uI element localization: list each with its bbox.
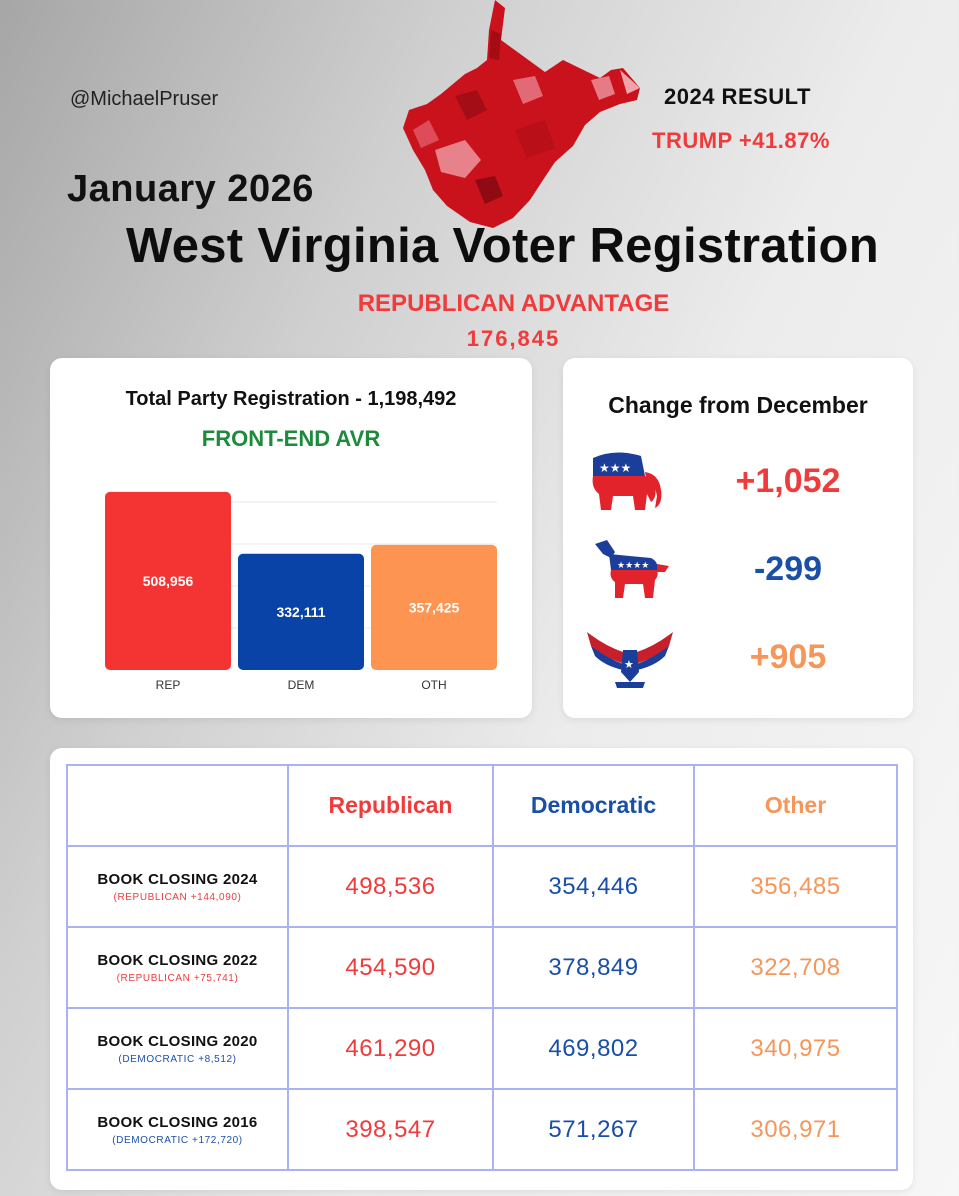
category-label: REP (156, 678, 181, 692)
row-title: BOOK CLOSING 2020 (97, 1032, 258, 1050)
row-title: BOOK CLOSING 2022 (97, 951, 258, 969)
page-title: West Virginia Voter Registration (126, 219, 879, 273)
header-other: Other (693, 764, 898, 847)
row-label: BOOK CLOSING 2024 (REPUBLICAN +144,090) (66, 845, 289, 928)
bar-value-label: 357,425 (409, 599, 460, 615)
cell-republican: 461,290 (287, 1007, 494, 1090)
svg-text:★: ★ (624, 658, 634, 671)
table-header-row: Republican Democratic Other (66, 764, 898, 847)
bar-value-label: 332,111 (276, 604, 325, 620)
svg-text:★★★★: ★★★★ (617, 561, 649, 571)
cell-other: 340,975 (693, 1007, 898, 1090)
cell-other: 356,485 (693, 845, 898, 928)
header-empty (66, 764, 289, 847)
cell-other: 322,708 (693, 926, 898, 1009)
west-virginia-map (403, 0, 640, 228)
eagle-icon: ★ (587, 632, 673, 688)
change-value-other: +905 (749, 638, 827, 676)
chart-subtitle: FRONT-END AVR (201, 426, 381, 451)
table-row: BOOK CLOSING 2016 (DEMOCRATIC +172,720) … (66, 1088, 898, 1171)
row-margin: (DEMOCRATIC +172,720) (112, 1134, 243, 1146)
row-margin: (REPUBLICAN +75,741) (116, 972, 239, 984)
table-row: BOOK CLOSING 2024 (REPUBLICAN +144,090) … (66, 845, 898, 928)
row-label: BOOK CLOSING 2022 (REPUBLICAN +75,741) (66, 926, 289, 1009)
cell-republican: 398,547 (287, 1088, 494, 1171)
registration-table: Republican Democratic Other BOOK CLOSING… (66, 764, 898, 1171)
bar-oth (371, 544, 497, 670)
change-title: Change from December (608, 392, 868, 418)
svg-text:★★★: ★★★ (599, 461, 631, 475)
header-democratic: Democratic (492, 764, 695, 847)
header-republican: Republican (287, 764, 494, 847)
row-margin: (REPUBLICAN +144,090) (113, 891, 242, 903)
cell-other: 306,971 (693, 1088, 898, 1171)
change-value-republican: +1,052 (735, 462, 841, 500)
row-label: BOOK CLOSING 2016 (DEMOCRATIC +172,720) (66, 1088, 289, 1171)
row-title: BOOK CLOSING 2016 (97, 1113, 258, 1131)
cell-democratic: 354,446 (492, 845, 695, 928)
month-heading: January 2026 (67, 168, 314, 210)
republican-elephant-icon: ★★★ (592, 452, 662, 510)
democratic-donkey-icon: ★★★★ (595, 540, 669, 598)
registration-table-card: Republican Democratic Other BOOK CLOSING… (50, 748, 913, 1190)
change-row-democratic: ★★★★ -299 (563, 536, 913, 616)
row-margin: (DEMOCRATIC +8,512) (118, 1053, 237, 1065)
change-card: Change from December ★★★ +1,052 ★★★★ -29… (563, 358, 913, 718)
advantage-label: REPUBLICAN ADVANTAGE (357, 290, 670, 317)
cell-democratic: 378,849 (492, 926, 695, 1009)
bar-rep (105, 491, 231, 670)
chart-title: Total Party Registration - 1,198,492 (125, 388, 457, 410)
cell-democratic: 469,802 (492, 1007, 695, 1090)
result-value: TRUMP +41.87% (652, 128, 830, 153)
bar-value-label: 508,956 (143, 573, 194, 589)
category-label: DEM (288, 678, 315, 692)
advantage-value: 176,845 (466, 326, 561, 351)
table-row: BOOK CLOSING 2022 (REPUBLICAN +75,741) 4… (66, 926, 898, 1009)
cell-democratic: 571,267 (492, 1088, 695, 1171)
change-row-other: ★ +905 (563, 624, 913, 704)
bar-dem (238, 553, 364, 670)
registration-chart-card: Total Party Registration - 1,198,492 FRO… (50, 358, 532, 718)
row-title: BOOK CLOSING 2024 (97, 870, 258, 888)
result-label: 2024 RESULT (664, 84, 811, 109)
row-label: BOOK CLOSING 2020 (DEMOCRATIC +8,512) (66, 1007, 289, 1090)
change-value-democratic: -299 (753, 550, 823, 588)
category-label: OTH (421, 678, 446, 692)
change-row-republican: ★★★ +1,052 (563, 448, 913, 528)
cell-republican: 498,536 (287, 845, 494, 928)
cell-republican: 454,590 (287, 926, 494, 1009)
bar-chart: 508,956 REP 332,111 DEM 357,425 OTH (105, 491, 497, 692)
table-row: BOOK CLOSING 2020 (DEMOCRATIC +8,512) 46… (66, 1007, 898, 1090)
author-handle: @MichaelPruser (70, 88, 219, 110)
